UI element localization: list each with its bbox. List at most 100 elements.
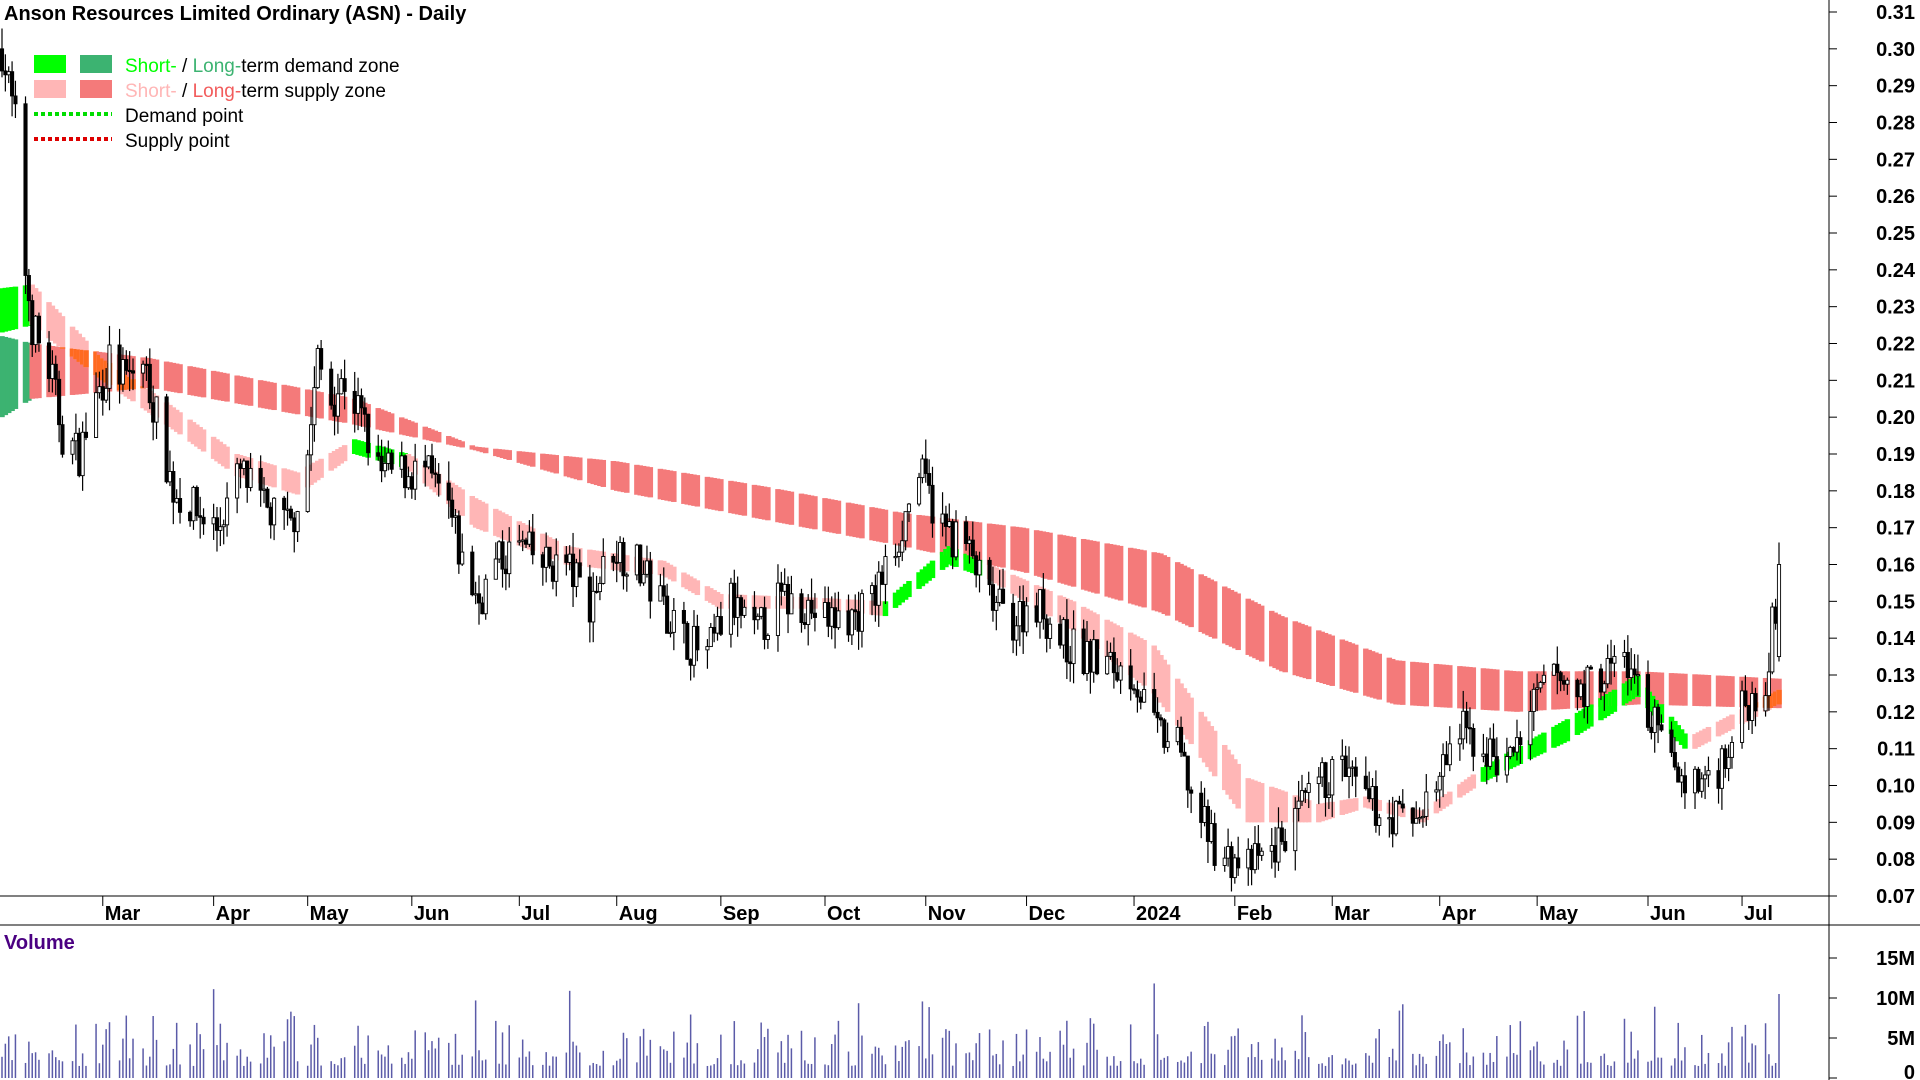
- price-bar-body: [265, 488, 270, 508]
- zone-overlap-slice: [123, 374, 130, 390]
- price-bar-body: [1602, 683, 1607, 693]
- short-term-zone-slice: [1023, 580, 1030, 602]
- short-term-zone-slice: [1275, 789, 1282, 823]
- price-bar-body: [332, 404, 337, 417]
- long-term-zone-slice: [271, 382, 277, 411]
- short-term-zone-slice: [684, 574, 691, 590]
- long-term-zone-slice: [1141, 550, 1147, 608]
- long-term-zone-slice: [150, 358, 156, 389]
- short-term-zone-slice: [1057, 595, 1063, 623]
- price-bar-body: [352, 390, 357, 414]
- short-term-zone-slice: [1228, 754, 1235, 800]
- price-bar-body: [1276, 827, 1281, 863]
- price-bar-body: [947, 521, 952, 527]
- short-term-zone-slice: [1161, 659, 1168, 708]
- y-tick-label: 0.30: [1876, 39, 1915, 61]
- short-term-zone-slice: [267, 464, 274, 487]
- long-term-zone-slice: [79, 349, 86, 395]
- short-term-zone-slice: [32, 288, 39, 328]
- short-term-zone-slice: [993, 567, 1000, 584]
- price-bar-body: [1316, 776, 1321, 785]
- short-term-zone-slice: [1554, 724, 1561, 747]
- long-term-zone-slice: [1060, 535, 1067, 584]
- short-term-zone-slice: [882, 601, 889, 617]
- short-term-zone-slice: [1598, 698, 1604, 721]
- long-term-zone-slice: [681, 472, 687, 504]
- long-term-zone-slice: [1705, 675, 1712, 707]
- long-term-zone-slice: [1329, 635, 1335, 686]
- long-term-zone-slice: [1349, 643, 1356, 692]
- long-term-zone-slice: [472, 446, 479, 451]
- long-term-zone-slice: [687, 473, 694, 506]
- y-tick-label: 0.27: [1876, 149, 1915, 171]
- short-term-zone-slice: [177, 412, 183, 435]
- long-term-zone-slice: [294, 387, 301, 415]
- short-term-zone-slice: [1510, 749, 1517, 768]
- price-bar-body: [601, 555, 606, 584]
- price-bar-body: [621, 542, 626, 577]
- short-term-zone-slice: [1225, 749, 1231, 795]
- price-bar-body: [1142, 689, 1147, 703]
- price-bar-body: [46, 342, 52, 379]
- short-term-zone-slice: [1531, 738, 1537, 758]
- price-bar-body: [1041, 589, 1046, 620]
- long-term-zone-slice: [173, 363, 180, 393]
- price-bar-body: [117, 344, 122, 385]
- price-bar-body: [846, 610, 851, 636]
- short-term-zone-slice: [1396, 805, 1403, 817]
- short-term-zone-slice: [173, 409, 180, 432]
- price-bar-body: [1719, 748, 1724, 789]
- short-term-zone-slice: [1205, 721, 1211, 768]
- short-term-zone-slice: [1463, 779, 1470, 794]
- price-bar-body: [917, 477, 922, 505]
- price-bar-body: [1068, 661, 1073, 665]
- long-term-zone-slice: [1480, 668, 1487, 710]
- short-term-zone-slice: [1719, 719, 1725, 735]
- price-bar-body: [1632, 668, 1637, 676]
- long-term-zone-slice: [573, 457, 580, 480]
- price-bar-body: [1612, 655, 1617, 664]
- long-term-zone-slice: [1514, 671, 1520, 712]
- price-bar-body: [151, 402, 156, 423]
- long-term-zone-slice: [1504, 670, 1510, 712]
- long-term-zone-slice: [876, 508, 882, 542]
- legend-swatch-long: [80, 80, 112, 98]
- long-term-zone-slice: [597, 459, 603, 487]
- x-tick-label: Jun: [1650, 903, 1686, 925]
- price-bar-body: [967, 539, 972, 545]
- short-term-zone-slice: [1302, 799, 1309, 823]
- short-term-zone-slice: [1248, 779, 1255, 823]
- short-term-zone-slice: [331, 450, 338, 469]
- long-term-zone-slice: [291, 386, 297, 414]
- price-bar-body: [1622, 652, 1627, 657]
- short-term-zone-slice: [681, 572, 687, 588]
- price-bar-body: [1229, 846, 1234, 879]
- price-bar-body: [1746, 705, 1751, 721]
- long-term-zone-slice: [869, 507, 875, 541]
- long-term-zone-slice: [1715, 675, 1722, 707]
- price-bar-body: [1514, 737, 1520, 753]
- short-term-zone-slice: [691, 578, 697, 594]
- volume-bars: [1, 983, 1780, 1078]
- long-term-zone-slice: [1161, 555, 1168, 615]
- x-tick-label: May: [1539, 903, 1579, 925]
- price-bar-body: [681, 609, 686, 624]
- short-term-zone-slice: [711, 590, 717, 605]
- short-term-zone-slice: [540, 533, 546, 555]
- long-term-zone-slice: [378, 409, 385, 431]
- long-term-zone-slice: [1107, 544, 1114, 598]
- price-bar-body: [386, 452, 391, 464]
- price-bar-body: [453, 515, 458, 518]
- price-bar-body: [587, 576, 592, 623]
- long-term-zone-slice: [1248, 600, 1255, 657]
- price-bar-body: [732, 582, 737, 618]
- price-bar-body: [799, 593, 804, 623]
- price-bar-body: [36, 315, 42, 344]
- long-term-zone-slice: [835, 500, 842, 534]
- price-bar-body: [1367, 788, 1372, 800]
- short-term-zone-slice: [341, 445, 348, 462]
- long-term-zone-slice: [923, 515, 929, 552]
- zone-overlap-slice: [76, 349, 82, 362]
- short-term-zone-slice: [1326, 802, 1332, 820]
- long-term-zone-slice: [187, 366, 193, 395]
